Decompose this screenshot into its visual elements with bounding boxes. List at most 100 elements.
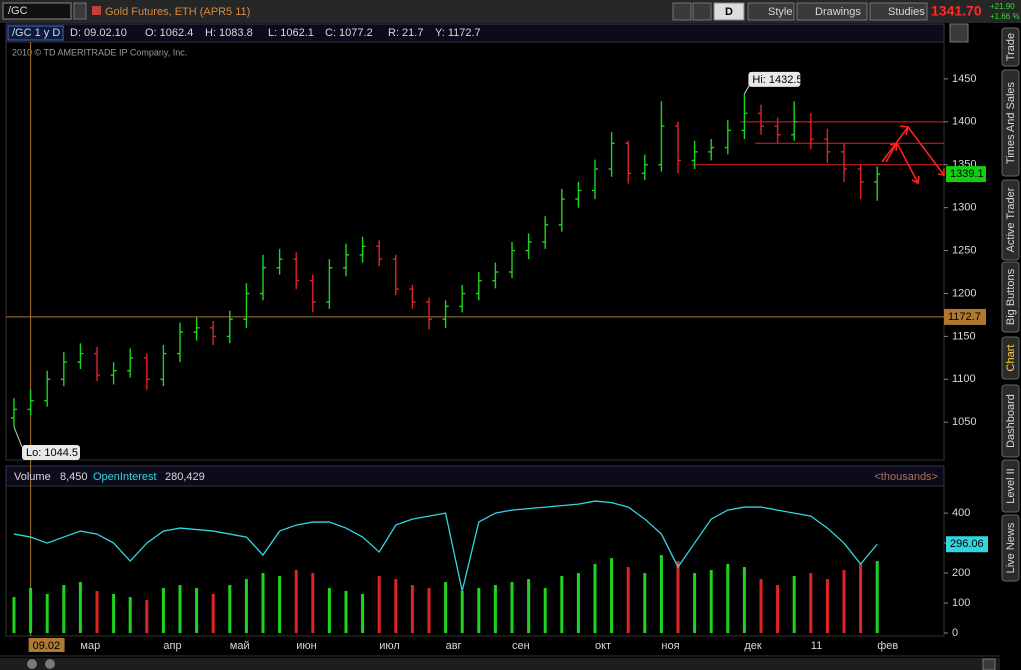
volume-bar	[842, 570, 846, 633]
studies-button[interactable]	[869, 2, 928, 21]
last-price-label: 1339.1	[950, 168, 984, 180]
tab-label[interactable]: Live News	[1005, 522, 1017, 573]
series-name: OpenInterest	[93, 471, 157, 483]
volume-bar	[410, 585, 414, 633]
volume-bar	[742, 567, 746, 633]
tab-label[interactable]: Active Trader	[1005, 187, 1017, 252]
volume-bar	[327, 588, 331, 633]
series-readout: 280,429	[165, 471, 205, 483]
last-price: 1341.70	[931, 3, 982, 19]
percent-change: +1.66 %	[990, 12, 1020, 21]
readout-field: L: 1062.1	[268, 27, 314, 39]
open-interest-line	[13, 500, 878, 592]
button-label[interactable]: Style	[768, 6, 792, 18]
button-label[interactable]: Studies	[888, 6, 925, 18]
volume-bar	[792, 576, 796, 633]
tab[interactable]	[1001, 514, 1020, 582]
volume-bar	[178, 585, 182, 633]
series-name: Volume	[14, 471, 51, 483]
x-tick-label: авг	[446, 640, 462, 652]
tab-label[interactable]: Chart	[1005, 345, 1017, 372]
arrow-head	[937, 168, 945, 176]
ohlc-readout: D: 09.02.10 O: 1062.4 H: 1083.8 L: 1062.1 C:…	[70, 27, 481, 39]
volume-bar	[527, 579, 531, 633]
annotation-box	[748, 71, 801, 87]
annotation: Lo: 1044.5	[26, 447, 78, 459]
study-box[interactable]	[7, 25, 64, 41]
tab-label[interactable]: Trade	[1005, 33, 1017, 61]
symbol-dropdown[interactable]	[73, 2, 87, 20]
zoom-icon[interactable]	[27, 659, 37, 669]
volume-bar	[377, 576, 381, 633]
volume-bar	[875, 561, 879, 633]
y-tick-label: 1250	[952, 244, 976, 256]
drawings-button[interactable]	[796, 2, 868, 21]
tab[interactable]	[1001, 384, 1020, 458]
x-tick-label: сен	[512, 640, 530, 652]
volume-bar	[593, 564, 597, 633]
volume-bar	[726, 564, 730, 633]
zoom-icon[interactable]	[45, 659, 55, 669]
arrow-head	[911, 175, 920, 185]
volume-bar	[643, 573, 647, 633]
readout-field: C: 1077.2	[325, 27, 373, 39]
tab-label[interactable]: Level II	[1005, 468, 1017, 503]
study-label[interactable]: /GC 1 y D	[12, 27, 60, 39]
annotation-leader	[13, 426, 23, 448]
volume-bar	[128, 597, 132, 633]
volume-bar	[95, 591, 99, 633]
volume-bar	[311, 573, 315, 633]
y-tick-label: 1400	[952, 116, 976, 128]
tab-label[interactable]: Times And Sales	[1005, 81, 1017, 164]
volume-bar	[460, 591, 464, 633]
tab[interactable]	[1001, 27, 1020, 67]
y-tick-label: 200	[952, 567, 970, 579]
volume-bar	[394, 579, 398, 633]
volume-bar	[112, 594, 116, 633]
x-tick-label: фев	[877, 640, 898, 652]
button-label[interactable]: Drawings	[815, 6, 861, 18]
cursor-date-box	[28, 638, 65, 652]
symbol-icon	[92, 6, 101, 15]
volume-bar	[344, 591, 348, 633]
x-tick-label: май	[230, 640, 250, 652]
y-tick-label: 100	[952, 597, 970, 609]
symbol[interactable]: /GC	[8, 5, 28, 17]
volume-bar	[659, 555, 663, 633]
style-button[interactable]	[747, 2, 795, 21]
oi-label-box	[946, 536, 988, 553]
aggregation-button[interactable]	[713, 2, 745, 21]
volume-bar	[759, 579, 763, 633]
volume-bar	[693, 573, 697, 633]
tool-button[interactable]	[692, 2, 712, 21]
volume-bar	[294, 570, 298, 633]
y-tick-label: 1200	[952, 287, 976, 299]
tab[interactable]	[1001, 69, 1020, 177]
status-bar	[0, 658, 1000, 670]
chart-settings[interactable]	[949, 23, 969, 43]
tab[interactable]	[1001, 261, 1020, 333]
volume-panel	[5, 485, 945, 637]
expand-button[interactable]	[982, 658, 996, 670]
readout-field: R: 21.7	[388, 27, 423, 39]
tab-label[interactable]: Dashboard	[1005, 394, 1017, 448]
y-tick-label: 0	[952, 627, 958, 639]
volume-bar	[12, 597, 16, 633]
x-tick-label: окт	[595, 640, 611, 652]
tab[interactable]	[1001, 459, 1020, 513]
x-tick-label: июн	[296, 640, 316, 652]
side-tabs: Trade Times And Sales Active Trader Big But…	[1001, 27, 1020, 582]
volume-bar	[228, 585, 232, 633]
tab-label[interactable]: Big Buttons	[1005, 268, 1017, 325]
tab[interactable]	[1001, 179, 1020, 261]
volume-bar	[62, 585, 66, 633]
readout-field: Y: 1172.7	[435, 27, 481, 39]
tool-button[interactable]	[672, 2, 692, 21]
aggregation[interactable]: D	[725, 6, 733, 18]
tab[interactable]	[1001, 336, 1020, 380]
volume-bar	[444, 582, 448, 633]
symbol-input[interactable]	[2, 2, 72, 20]
volume-bar	[145, 600, 149, 633]
x-tick-label: дек	[744, 640, 762, 652]
